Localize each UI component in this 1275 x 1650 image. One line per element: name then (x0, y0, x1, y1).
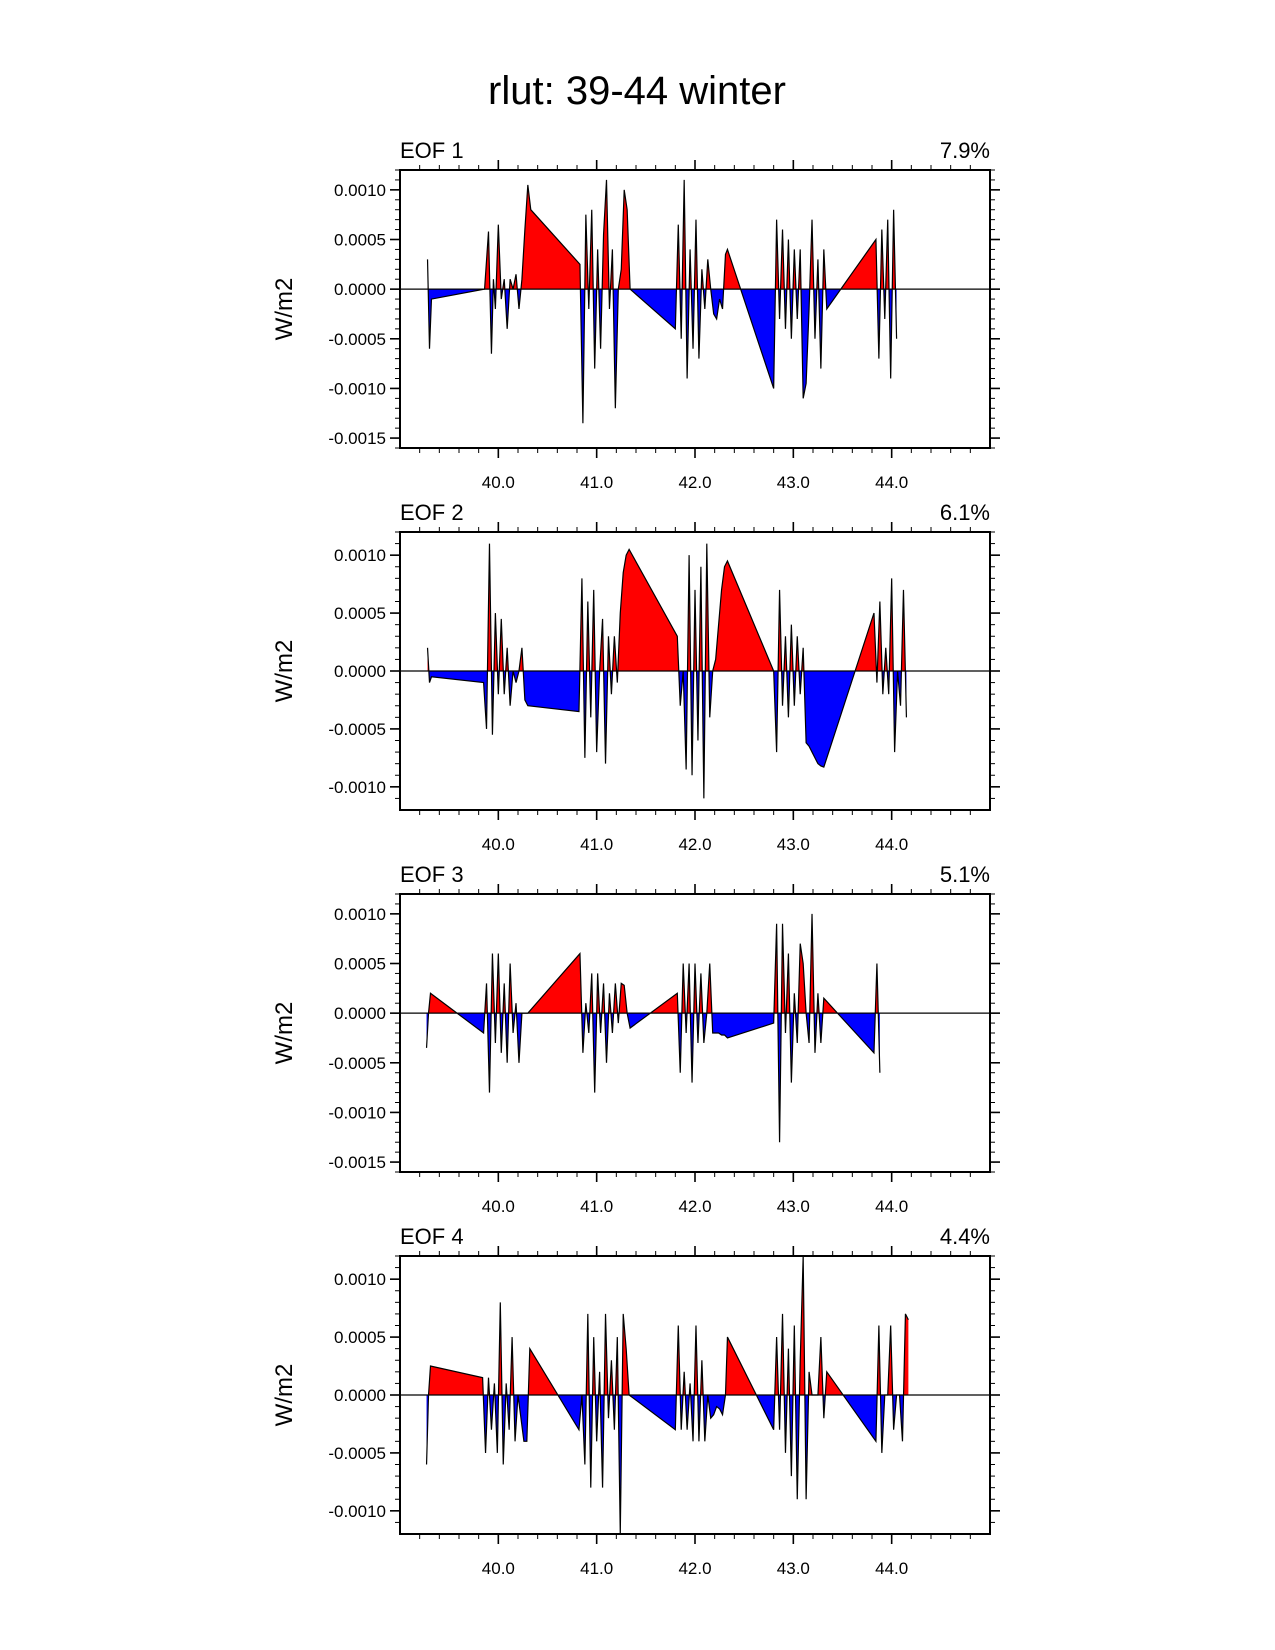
series-line (425, 1255, 909, 1535)
variance-label: 6.1% (940, 500, 990, 525)
panels: 0.0010 0.0005 0.0000 -0.0005 -0.0010 -0.0015 4… (271, 138, 1000, 1578)
positive-area (426, 1256, 909, 1395)
y-tick-label: 0.0000 (334, 662, 386, 681)
x-tick-label: 42.0 (678, 1197, 711, 1216)
y-axis-label: W/m2 (271, 278, 298, 341)
positive-area (427, 543, 907, 671)
x-tick-label: 42.0 (678, 835, 711, 854)
x-tick-label: 44.0 (875, 473, 908, 492)
plot-frame (399, 169, 991, 449)
y-tick-label: 0.0010 (334, 1270, 386, 1289)
y-tick-label: -0.0015 (328, 1153, 386, 1172)
y-tick-label: 0.0000 (334, 1386, 386, 1405)
x-tick-label: 42.0 (678, 1559, 711, 1578)
x-tick-label: 44.0 (875, 835, 908, 854)
eof-panel-2: 0.0010 0.0005 0.0000 -0.0005 -0.0010 40.0 41.0… (271, 500, 1000, 854)
positive-area (427, 179, 897, 290)
eof-label: EOF 2 (400, 500, 464, 525)
variance-label: 5.1% (940, 862, 990, 887)
y-tick-label: 0.0010 (334, 905, 386, 924)
variance-label: 4.4% (940, 1224, 990, 1249)
y-tick-label: 0.0010 (334, 181, 386, 200)
x-tick-label: 43.0 (777, 1559, 810, 1578)
variance-label: 7.9% (940, 138, 990, 163)
y-tick-label: -0.0010 (328, 379, 386, 398)
negative-area (426, 1395, 909, 1534)
y-tick-label: -0.0015 (328, 429, 386, 448)
x-tick-label: 40.0 (482, 835, 515, 854)
x-tick-label: 43.0 (777, 1197, 810, 1216)
eof-panel-3: 0.0010 0.0005 0.0000 -0.0005 -0.0010 -0.0015 4… (271, 862, 1000, 1216)
y-tick-label: -0.0005 (328, 1444, 386, 1463)
y-tick-label: 0.0000 (334, 280, 386, 299)
y-tick-label: -0.0010 (328, 1502, 386, 1521)
y-tick-label: -0.0010 (328, 1103, 386, 1122)
series-line (426, 543, 908, 799)
x-tick-label: 41.0 (580, 1559, 613, 1578)
x-tick-label: 40.0 (482, 1559, 515, 1578)
eof-panel-1: 0.0010 0.0005 0.0000 -0.0005 -0.0010 -0.0015 4… (271, 138, 1000, 492)
x-tick-label: 40.0 (482, 473, 515, 492)
x-tick-label: 44.0 (875, 1559, 908, 1578)
y-axis-label: W/m2 (271, 1364, 298, 1427)
y-axis-label: W/m2 (271, 640, 298, 703)
x-tick-label: 40.0 (482, 1197, 515, 1216)
x-tick-label: 43.0 (777, 835, 810, 854)
negative-area (427, 671, 907, 799)
y-tick-label: 0.0005 (334, 1328, 386, 1347)
x-tick-label: 41.0 (580, 835, 613, 854)
eof-panel-4: 0.0010 0.0005 0.0000 -0.0005 -0.0010 40.0 41.0… (271, 1224, 1000, 1578)
x-tick-label: 43.0 (777, 473, 810, 492)
eof-label: EOF 1 (400, 138, 464, 163)
x-tick-label: 41.0 (580, 473, 613, 492)
y-tick-label: -0.0010 (328, 778, 386, 797)
eof-label: EOF 4 (400, 1224, 464, 1249)
x-tick-label: 41.0 (580, 1197, 613, 1216)
figure-title: rlut: 39-44 winter (488, 69, 786, 113)
y-tick-label: 0.0005 (334, 604, 386, 623)
y-tick-label: -0.0005 (328, 330, 386, 349)
y-tick-label: -0.0005 (328, 720, 386, 739)
x-tick-label: 44.0 (875, 1197, 908, 1216)
series-line (426, 179, 898, 424)
y-tick-label: 0.0010 (334, 546, 386, 565)
eof-label: EOF 3 (400, 862, 464, 887)
series-line (425, 913, 881, 1143)
y-tick-label: 0.0005 (334, 955, 386, 974)
x-tick-label: 42.0 (678, 473, 711, 492)
y-tick-label: 0.0000 (334, 1004, 386, 1023)
y-axis-label: W/m2 (271, 1002, 298, 1065)
y-tick-label: 0.0005 (334, 231, 386, 250)
y-tick-label: -0.0005 (328, 1054, 386, 1073)
